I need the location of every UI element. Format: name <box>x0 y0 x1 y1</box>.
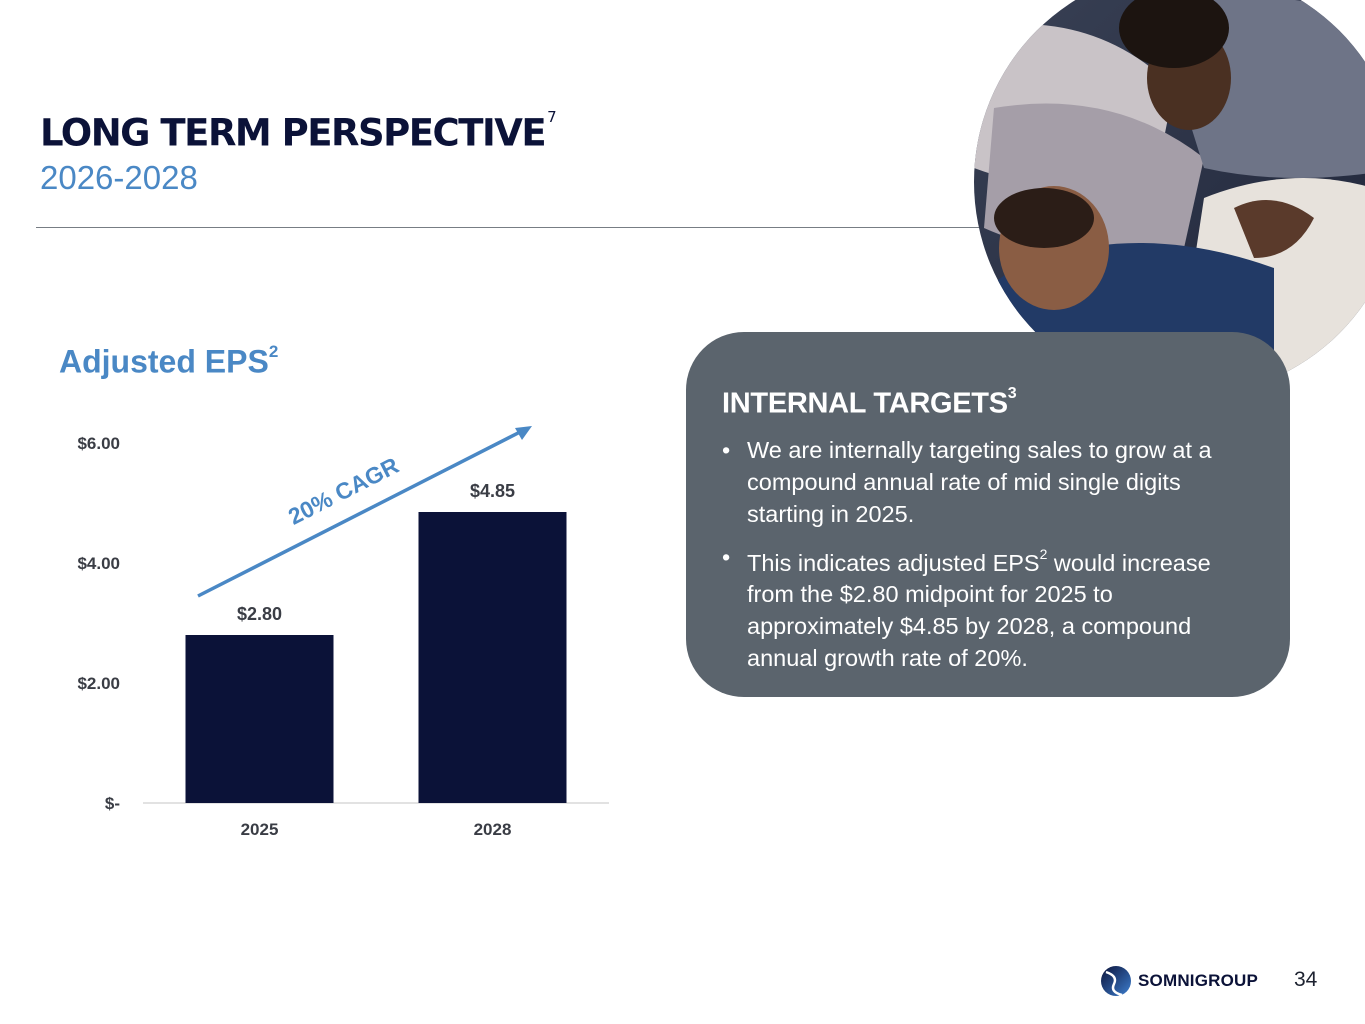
y-tick-label: $2.00 <box>77 674 120 693</box>
page-subtitle: 2026-2028 <box>40 159 198 196</box>
cagr-arrow-line <box>197 428 525 598</box>
page-number: 34 <box>1294 968 1318 991</box>
x-tick-label: 2028 <box>474 820 512 839</box>
targets-bullet-2: • This indicates adjusted EPS2 would incr… <box>722 541 1254 675</box>
targets-bullet-2-text-post: would increase from the $2.80 midpoint f… <box>747 549 1211 672</box>
chart-title: Adjusted EPS2 <box>59 336 278 382</box>
targets-bullet-2-text-pre: This indicates adjusted EPS <box>747 549 1040 576</box>
somnigroup-logo: SOMNIGROUP <box>1100 962 1258 1000</box>
bar-value-label: $2.80 <box>237 604 282 624</box>
internal-targets-heading: INTERNAL TARGETS3 <box>722 380 1254 422</box>
targets-list: • We are internally targeting sales to gr… <box>722 434 1254 675</box>
y-tick-label: $6.00 <box>77 434 120 453</box>
y-tick-label: $4.00 <box>77 554 120 573</box>
internal-targets-heading-footnote: 3 <box>1007 385 1017 402</box>
bullet-dot: • <box>722 543 731 570</box>
internal-targets-heading-text: INTERNAL TARGETS <box>722 387 1008 420</box>
x-tick-label: 2025 <box>241 820 279 839</box>
page-title-text: LONG TERM PERSPECTIVE <box>40 111 547 155</box>
chart-title-text: Adjusted EPS <box>59 343 269 380</box>
y-tick-label: $- <box>105 794 120 813</box>
chart-title-footnote: 2 <box>268 342 279 361</box>
cagr-annotation: 20% CAGR <box>284 452 403 530</box>
cagr-arrow-head <box>515 426 532 440</box>
bullet-dot: • <box>722 436 731 463</box>
title-footnote: 7 <box>547 108 557 126</box>
title-divider <box>36 227 996 228</box>
targets-bullet-1-text: We are internally targeting sales to gro… <box>747 436 1212 527</box>
eps-bar <box>418 512 567 803</box>
page-title: LONG TERM PERSPECTIVE 7 <box>40 104 557 156</box>
somnigroup-logo-icon <box>1101 966 1131 997</box>
eps-bar-chart: $- $2.00 $4.00 $6.00 $2.80 2025 $4.85 2028 20% C… <box>77 426 609 839</box>
bar-value-label: $4.85 <box>470 481 515 501</box>
logo-text: SOMNIGROUP <box>1138 971 1259 990</box>
targets-bullet-1: • We are internally targeting sales to gr… <box>722 434 1254 530</box>
targets-bullet-2-footnote: 2 <box>1039 545 1048 562</box>
eps-bar <box>185 635 334 803</box>
internal-targets-panel: INTERNAL TARGETS3 • We are internally tar… <box>686 332 1290 697</box>
